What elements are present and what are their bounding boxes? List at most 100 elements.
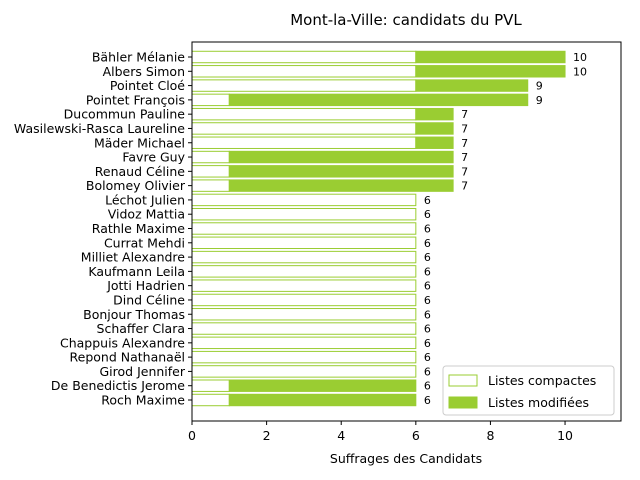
y-tick-label: Jotti Hadrien [106,278,185,293]
x-tick-label: 2 [263,428,271,443]
y-tick-label: Mäder Michael [94,135,185,150]
y-tick-label: Léchot Julien [105,192,185,207]
y-tick-label: Schaffer Clara [97,321,185,336]
y-tick-label: Chappuis Alexandre [60,335,185,350]
y-tick-label: Repond Nathanaël [70,350,185,365]
x-tick-label: 0 [188,428,196,443]
bar-total-label: 6 [424,223,431,236]
y-tick-label: Kaufmann Leila [88,264,185,279]
bar-modifiees-24 [228,393,417,407]
bar-total-label: 7 [461,122,468,135]
bar-compactes-4 [191,107,417,121]
bar-total-label: 6 [424,265,431,278]
x-tick-label: 10 [557,428,573,443]
bar-compactes-17 [191,293,417,307]
bar-total-label: 6 [424,308,431,321]
bar-total-label: 9 [536,94,543,107]
y-tick-label: Currat Mehdi [104,235,185,250]
bar-total-label: 6 [424,365,431,378]
bar-total-label: 6 [424,323,431,336]
bar-compactes-24 [191,393,230,407]
bar-compactes-1 [191,65,417,78]
bar-compactes-16 [191,279,417,292]
bars-layer [191,50,566,407]
legend-swatch-compactes [448,374,478,387]
y-tick-label: Bähler Mélanie [92,50,185,65]
bar-compactes-18 [191,308,417,321]
y-tick-label: Wasilewski-Rasca Laureline [14,121,185,136]
bar-compactes-20 [191,336,417,350]
bar-modifiees-7 [228,150,454,164]
bar-total-label: 6 [424,380,431,393]
bar-modifiees-0 [415,50,566,64]
bar-compactes-12 [191,222,417,235]
y-tick-label: Favre Guy [122,150,185,165]
bar-total-label: 7 [461,137,468,150]
bar-compactes-2 [191,79,417,92]
bar-total-label: 6 [424,337,431,350]
bar-compactes-14 [191,250,417,264]
y-tick-label: Dind Céline [113,292,185,307]
bar-modifiees-8 [228,165,454,178]
bar-total-label: 6 [424,194,431,207]
bar-compactes-11 [191,207,417,221]
y-tick-label: Vidoz Mattia [108,207,185,222]
bar-compactes-13 [191,236,417,250]
bar-total-label: 7 [461,108,468,121]
bar-total-label: 6 [424,208,431,221]
x-axis-label: Suffrages des Candidats [330,451,482,466]
y-tick-label: Bonjour Thomas [83,307,185,322]
bar-compactes-15 [191,265,417,278]
y-tick-label: Ducommun Pauline [64,107,186,122]
y-tick-label: Pointet François [86,92,185,107]
bar-compactes-6 [191,136,417,149]
bar-modifiees-3 [228,93,529,107]
legend-frame [442,365,615,416]
bar-compactes-9 [191,179,230,192]
bar-total-label: 7 [461,180,468,193]
legend-label-compactes: Listes compactes [488,373,596,388]
chart-title: Mont-la-Ville: candidats du PVL [290,11,522,29]
bar-compactes-5 [191,122,417,135]
axes-frame [191,41,622,422]
bar-compactes-19 [191,322,417,335]
y-tick-label: Pointet Cloé [110,78,185,93]
bar-compactes-0 [191,50,417,64]
bar-modifiees-2 [415,79,529,92]
bar-modifiees-23 [228,379,417,392]
legend: Listes compactes Listes modifiées [442,365,615,416]
bar-compactes-10 [191,193,417,207]
bar-total-label: 6 [424,294,431,307]
bar-modifiees-5 [415,122,454,135]
bar-compactes-23 [191,379,230,392]
y-tick-label: Albers Simon [103,64,185,79]
bar-total-label: 6 [424,394,431,407]
x-tick-label: 4 [337,428,345,443]
y-tick-label: Rathle Maxime [92,221,186,236]
legend-label-modifiees: Listes modifiées [488,395,589,410]
x-tick-layer: 0 2 4 6 8 10 [188,421,573,443]
y-tick-label: Milliet Alexandre [81,250,186,265]
bar-total-label: 6 [424,251,431,264]
bar-modifiees-6 [415,136,454,149]
y-tick-label: Girod Jennifer [99,364,185,379]
bar-compactes-22 [191,365,417,378]
bar-total-label: 7 [461,151,468,164]
y-tick-label: Roch Maxime [101,393,185,408]
bar-total-label: 10 [573,65,587,78]
bar-compactes-3 [191,93,230,107]
bar-total-label: 7 [461,165,468,178]
bar-total-label: 6 [424,280,431,293]
bar-total-label: 10 [573,51,587,64]
y-tick-label: Bolomey Olivier [86,178,186,193]
bar-total-label: 6 [424,351,431,364]
bar-modifiees-4 [415,107,454,121]
x-tick-label: 8 [486,428,494,443]
bar-compactes-8 [191,165,230,178]
bar-total-label: 9 [536,80,543,93]
bar-modifiees-1 [415,65,566,78]
